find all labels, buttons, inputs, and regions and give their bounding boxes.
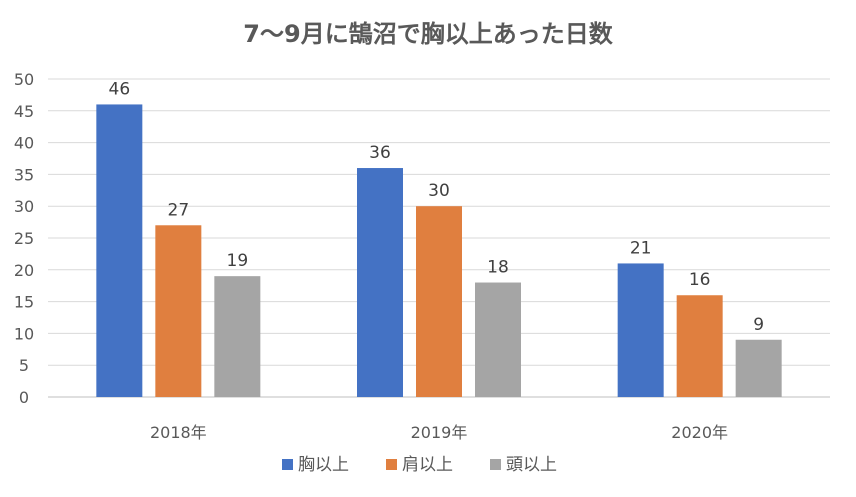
y-tick-label: 30 (14, 197, 34, 216)
legend-swatch (490, 459, 501, 470)
bar (96, 104, 143, 397)
bar (676, 295, 723, 397)
bar (475, 282, 521, 397)
legend-swatch (386, 459, 397, 470)
y-tick-label: 10 (14, 324, 34, 343)
y-tick-label: 20 (14, 261, 34, 280)
chart-title: 7〜9月に鵠沼で胸以上あった日数 (243, 20, 613, 48)
x-category-label: 2020年 (671, 423, 728, 442)
x-category-label: 2019年 (411, 423, 468, 442)
legend-label: 胸以上 (298, 455, 349, 475)
legend-swatch (282, 459, 293, 470)
x-axis-categories: 2018年 2019年 2020年 (150, 423, 728, 442)
y-tick-label: 50 (14, 70, 34, 89)
data-label: 21 (630, 238, 652, 258)
x-category-label: 2018年 (150, 423, 207, 442)
legend-label: 頭以上 (506, 455, 557, 475)
bar (617, 263, 664, 397)
bar (214, 276, 261, 397)
data-label: 18 (487, 258, 509, 278)
bars (96, 104, 782, 397)
data-label: 36 (369, 143, 391, 163)
data-label: 46 (109, 79, 131, 99)
legend: 胸以上 肩以上 頭以上 (282, 455, 557, 475)
y-axis-ticks: 0 5 10 15 20 25 30 35 40 45 50 (14, 70, 34, 407)
y-tick-label: 0 (19, 388, 29, 407)
data-label: 9 (753, 315, 764, 335)
bar (357, 168, 403, 397)
bar (155, 225, 202, 397)
y-tick-label: 45 (14, 102, 34, 121)
data-label: 27 (168, 200, 190, 220)
legend-label: 肩以上 (402, 455, 453, 475)
y-tick-label: 25 (14, 229, 34, 248)
data-label: 16 (689, 270, 711, 290)
y-tick-label: 15 (14, 293, 34, 312)
bar (735, 339, 782, 397)
data-label: 30 (428, 181, 450, 201)
y-tick-label: 35 (14, 165, 34, 184)
bar (416, 206, 462, 397)
data-label: 19 (227, 251, 249, 271)
y-tick-label: 40 (14, 134, 34, 153)
data-labels: 46 27 19 36 30 18 21 16 9 (109, 79, 765, 334)
y-tick-label: 5 (19, 356, 29, 375)
